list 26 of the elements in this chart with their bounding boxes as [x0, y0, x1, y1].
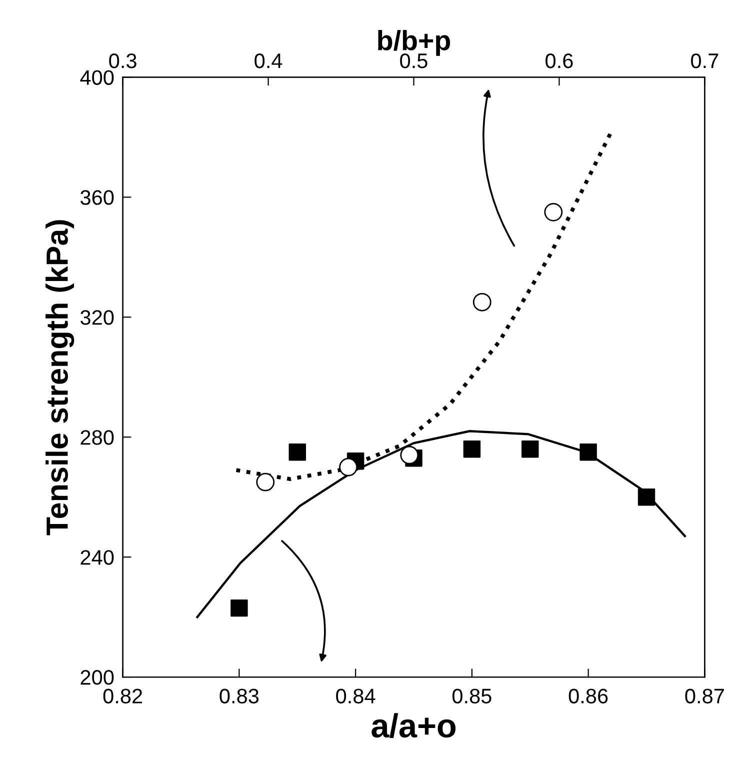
x2-tick-label: 0.5 [400, 53, 428, 68]
x-tick-label: 0.86 [568, 688, 608, 704]
y-tick-label: 200 [80, 670, 114, 685]
point [463, 440, 481, 458]
x-tick-label: 0.83 [220, 688, 259, 704]
x2-tick-label: 0.4 [254, 53, 282, 68]
point [522, 440, 539, 458]
x-tick-label: 0.87 [685, 688, 724, 704]
x-axis-title: a/a+o [372, 713, 456, 738]
point [580, 443, 597, 461]
x2-tick-label: 0.6 [546, 53, 573, 68]
point [638, 488, 656, 506]
y-tick-label: 400 [80, 70, 114, 85]
y-tick-label: 360 [80, 190, 114, 205]
x2-tick-label: 0.7 [691, 53, 718, 68]
x2-axis-title: b/b+p [378, 30, 450, 56]
x-tick-label: 0.85 [452, 688, 492, 704]
y-axis-title: Tensile strength (kPa) [46, 220, 74, 536]
x-tick-label: 0.84 [336, 688, 376, 704]
point [230, 599, 248, 617]
x2-tick-label: 0.3 [109, 53, 136, 68]
y-tick-label: 280 [80, 430, 114, 445]
y-tick-label: 240 [80, 550, 114, 565]
x-tick-label: 0.82 [103, 688, 142, 704]
y-tick-label: 320 [80, 310, 114, 325]
point [288, 443, 306, 461]
